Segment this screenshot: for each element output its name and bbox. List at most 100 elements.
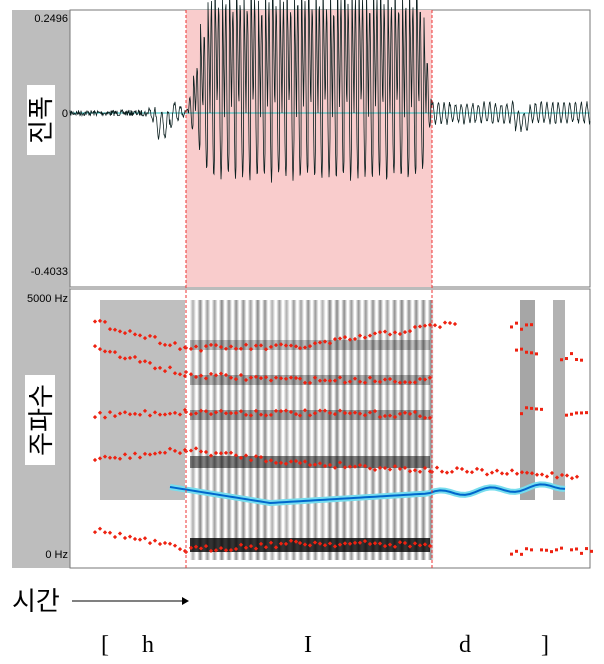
formant-dot	[560, 546, 563, 550]
formant-dot	[510, 325, 513, 329]
formant-dot	[208, 411, 214, 417]
segment: I	[304, 632, 312, 658]
formant-dot	[228, 450, 234, 455]
formant-dot	[555, 548, 558, 552]
formant-dot	[327, 341, 333, 346]
striation	[233, 300, 240, 560]
formant-dot	[288, 343, 294, 348]
formant-dot	[575, 547, 578, 551]
formant-dot	[412, 468, 418, 473]
formant-dot	[392, 379, 398, 384]
formant-dot	[412, 409, 418, 415]
formant-dot	[297, 540, 303, 546]
formant-dot	[489, 470, 495, 475]
formant-dot	[535, 407, 538, 411]
formant-dot	[520, 412, 523, 416]
formant-dot	[484, 472, 490, 477]
formant-dot	[223, 548, 229, 553]
striation	[370, 300, 376, 560]
formant-dot	[213, 450, 219, 456]
formant-dot	[162, 540, 168, 546]
formant-dot	[407, 411, 413, 416]
formant-dot	[449, 469, 455, 474]
formant-dot	[248, 347, 254, 352]
formant-dot	[162, 412, 168, 417]
formant-dot	[580, 411, 583, 415]
formant-dot	[127, 355, 133, 360]
striation	[319, 300, 326, 560]
formant-dot	[273, 343, 279, 348]
formant-dot	[137, 412, 143, 417]
formant-dot	[412, 541, 418, 546]
formant-dot	[188, 448, 194, 453]
formant-dot	[504, 471, 510, 476]
striation	[269, 300, 276, 560]
formant-dot	[367, 375, 373, 380]
formant-dot	[167, 541, 173, 546]
formant-dot	[167, 411, 173, 416]
formant-dot	[278, 409, 284, 414]
formant-dot	[127, 534, 133, 539]
formant-dot	[474, 466, 480, 472]
formant-dot	[248, 375, 254, 380]
striation	[391, 300, 398, 560]
striation	[305, 300, 312, 560]
formant-dot	[147, 452, 153, 457]
formant-dot	[228, 344, 234, 349]
formant-dot	[268, 540, 274, 545]
formant-dot	[322, 543, 328, 548]
formant-dot	[177, 372, 183, 377]
formant-dot	[213, 342, 219, 348]
formant-dot	[510, 552, 513, 556]
formant-dot	[193, 446, 199, 451]
formant-dot	[208, 371, 214, 377]
formant-dot	[268, 344, 274, 350]
formant-dot	[377, 330, 383, 335]
formant-dot	[268, 378, 274, 383]
waveform-line	[69, 0, 591, 183]
formant-dot	[297, 345, 303, 351]
wave-bottom: -0.4033	[31, 266, 68, 278]
formant-dot	[392, 330, 398, 335]
formant-dot	[312, 540, 318, 545]
formant-dot	[193, 544, 199, 549]
formant-dot	[283, 343, 289, 348]
formant-dot	[352, 410, 358, 415]
formant-dot	[464, 469, 470, 474]
formant-dot	[357, 333, 363, 338]
pitch-track	[169, 483, 566, 505]
striation	[341, 300, 348, 560]
formant-dot	[157, 365, 163, 370]
formant-dot	[509, 468, 515, 473]
formant-dot	[347, 337, 353, 342]
formant-dot	[203, 409, 209, 414]
spec-top: 5000 Hz	[27, 293, 68, 305]
formant-dot	[203, 344, 209, 349]
selection	[186, 10, 432, 287]
formant-dot	[347, 379, 353, 384]
formant-dot	[469, 470, 475, 475]
formant-dot	[172, 543, 178, 548]
formant-dot	[258, 412, 264, 417]
formant-dot	[397, 331, 403, 337]
formant-dot	[218, 408, 224, 414]
formant-dot	[238, 372, 244, 378]
formant-dot	[530, 351, 533, 355]
formant-dot	[137, 333, 143, 338]
formant-dot	[569, 476, 575, 481]
formant-dot	[367, 541, 373, 547]
formant-band	[190, 375, 430, 385]
striation	[348, 300, 355, 560]
formant-dot	[372, 331, 378, 336]
formant-dot	[238, 542, 244, 547]
formant-dot	[367, 333, 373, 338]
formant-dot	[454, 466, 460, 471]
formant-dot	[372, 379, 378, 384]
formant-dot	[297, 413, 303, 418]
formant-dot	[238, 346, 244, 351]
formant-dot	[283, 461, 289, 466]
formant-dot	[322, 339, 328, 344]
formant-dot	[559, 472, 565, 478]
formant-dot	[233, 453, 239, 458]
formant-dot	[127, 412, 133, 417]
